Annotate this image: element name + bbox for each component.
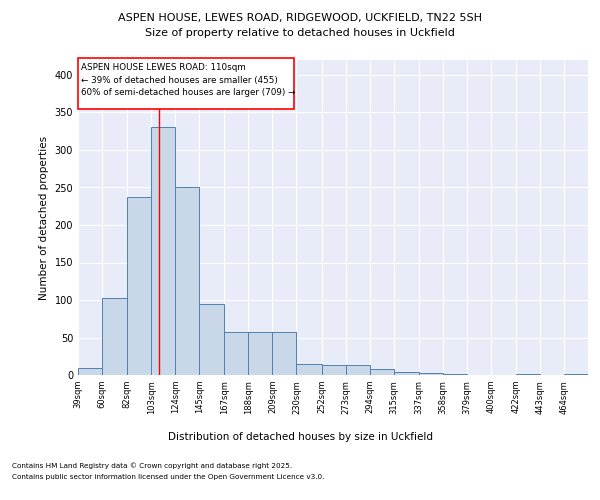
Text: ASPEN HOUSE LEWES ROAD: 110sqm: ASPEN HOUSE LEWES ROAD: 110sqm	[82, 63, 246, 72]
Bar	[151, 128, 175, 375]
Text: ← 39% of detached houses are smaller (455): ← 39% of detached houses are smaller (45…	[82, 76, 278, 84]
Y-axis label: Number of detached properties: Number of detached properties	[39, 136, 49, 300]
Bar	[370, 369, 394, 375]
Bar	[419, 373, 443, 375]
Bar	[199, 304, 224, 375]
Bar	[443, 374, 467, 375]
Text: Contains HM Land Registry data © Crown copyright and database right 2025.: Contains HM Land Registry data © Crown c…	[12, 462, 292, 469]
Bar	[322, 364, 346, 375]
Bar	[78, 368, 102, 375]
Bar	[102, 298, 127, 375]
Bar	[346, 364, 370, 375]
Bar	[272, 332, 296, 375]
Bar	[564, 374, 588, 375]
Bar	[516, 374, 540, 375]
Text: ASPEN HOUSE, LEWES ROAD, RIDGEWOOD, UCKFIELD, TN22 5SH: ASPEN HOUSE, LEWES ROAD, RIDGEWOOD, UCKF…	[118, 12, 482, 22]
FancyBboxPatch shape	[78, 58, 294, 108]
Text: Distribution of detached houses by size in Uckfield: Distribution of detached houses by size …	[167, 432, 433, 442]
Bar	[175, 188, 199, 375]
Bar	[296, 364, 322, 375]
Bar	[248, 332, 272, 375]
Text: Contains public sector information licensed under the Open Government Licence v3: Contains public sector information licen…	[12, 474, 325, 480]
Bar	[127, 197, 151, 375]
Bar	[224, 332, 248, 375]
Text: 60% of semi-detached houses are larger (709) →: 60% of semi-detached houses are larger (…	[82, 88, 296, 98]
Text: Size of property relative to detached houses in Uckfield: Size of property relative to detached ho…	[145, 28, 455, 38]
Bar	[394, 372, 419, 375]
